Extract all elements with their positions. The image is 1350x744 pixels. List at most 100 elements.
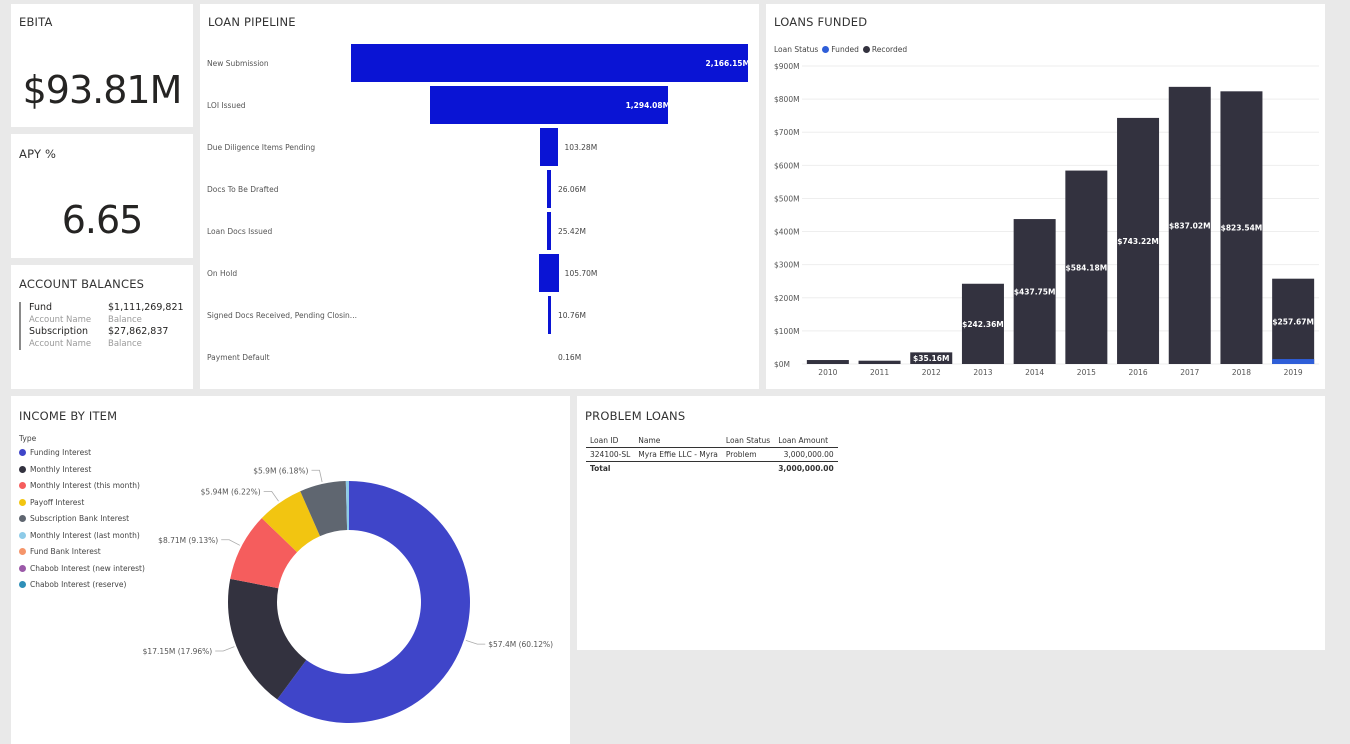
legend-funded[interactable]: Funded	[831, 45, 859, 54]
slice-data-label: $5.9M (6.18%)	[253, 466, 308, 475]
leader-line	[311, 469, 323, 483]
donut-slice[interactable]	[345, 481, 349, 531]
bar-recorded[interactable]	[1065, 170, 1108, 364]
legend-dot-icon	[19, 498, 26, 506]
donut-slice[interactable]	[230, 518, 298, 589]
loan-pipeline-card: LOAN PIPELINE New Submission 2,166.15M LOI…	[200, 4, 759, 389]
x-tick-label: 2018	[1232, 368, 1251, 377]
y-tick-label: $900M	[774, 62, 800, 71]
legend-item[interactable]: Chabob Interest (reserve)	[19, 580, 126, 589]
funnel-bar[interactable]	[546, 170, 552, 208]
bar-data-label: $743.22M	[1117, 237, 1159, 246]
funnel-bar[interactable]	[430, 86, 668, 124]
bar-recorded[interactable]	[1272, 278, 1315, 364]
x-tick-label: 2017	[1180, 368, 1199, 377]
x-tick-label: 2012	[922, 368, 941, 377]
x-tick-label: 2015	[1077, 368, 1096, 377]
legend-dot-icon	[19, 548, 26, 555]
loan-name-cell: Myra Effie LLC - Myra	[634, 447, 722, 462]
funnel-stage-label: Signed Docs Received, Pending Closin...	[207, 311, 357, 320]
legend-dot-icon	[19, 515, 26, 522]
balances-table: Fund $1,111,269,821 Account Name Balance…	[19, 302, 184, 350]
apy-card: APY % 6.65	[11, 134, 193, 258]
legend-item[interactable]: Funding Interest	[19, 448, 91, 457]
loans-funded-title: LOANS FUNDED	[774, 15, 868, 29]
bar-funded[interactable]	[1272, 359, 1315, 364]
legend-item[interactable]: Monthly Interest (this month)	[19, 481, 140, 490]
donut-slice[interactable]	[261, 491, 321, 553]
leader-line	[215, 646, 235, 652]
loan-id-cell: 324100-SL	[586, 447, 635, 462]
table-row[interactable]: 324100-SL Myra Effie LLC - Myra Problem …	[586, 447, 838, 462]
y-tick-label: $300M	[774, 261, 800, 270]
bar-data-label: $242.36M	[962, 320, 1004, 329]
legend-label: Payoff Interest	[30, 497, 85, 507]
y-tick-label: $800M	[774, 95, 800, 104]
y-tick-label: $500M	[774, 194, 800, 203]
apy-value: 6.65	[61, 198, 144, 242]
account-name: Fund	[29, 302, 53, 313]
legend-dot-icon	[19, 449, 26, 456]
funnel-stage-label: Due Diligence Items Pending	[207, 143, 316, 152]
loan-status-cell: Problem	[721, 447, 775, 462]
funnel-stage-label: LOI Issued	[207, 101, 246, 110]
funnel-stage-label: Docs To Be Drafted	[207, 185, 279, 194]
bar-recorded[interactable]	[858, 360, 901, 364]
donut-slice[interactable]	[277, 481, 470, 723]
bar-data-label: $437.75M	[1014, 288, 1056, 297]
column-header[interactable]: Name	[634, 433, 722, 448]
legend-item[interactable]: Chabob Interest (new interest)	[19, 564, 145, 573]
legend-label: Funding Interest	[30, 448, 92, 457]
bar-data-label: $823.54M	[1221, 224, 1263, 233]
legend-item[interactable]: Subscription Bank Interest	[19, 514, 129, 523]
income-by-item-card: INCOME BY ITEM Type Funding Interest Mont…	[11, 396, 570, 744]
bar-recorded[interactable]	[1013, 219, 1056, 364]
bar-data-label: $837.02M	[1169, 221, 1211, 230]
funnel-bar[interactable]	[539, 254, 559, 292]
bar-recorded[interactable]	[1168, 86, 1211, 364]
funnel-bar[interactable]	[546, 212, 552, 250]
total-label: Total	[590, 464, 611, 473]
funnel-stage-label: Loan Docs Issued	[207, 227, 273, 236]
donut-slice[interactable]	[300, 481, 348, 537]
funded-dot-icon	[822, 46, 830, 53]
recorded-dot-icon	[862, 46, 870, 53]
funnel-value-label: 26.06M	[558, 185, 586, 194]
legend-item[interactable]: Payoff Interest	[19, 498, 84, 507]
bar-recorded[interactable]	[1220, 91, 1263, 364]
bar-recorded[interactable]	[961, 283, 1004, 364]
income-title: INCOME BY ITEM	[19, 409, 118, 423]
slice-data-label: $8.71M (9.13%)	[158, 536, 218, 545]
income-donut-chart[interactable]: $57.4M (60.12%) $17.15M (17.96%) $8.71M (9…	[11, 396, 570, 744]
bar-data-label: $584.18M	[1066, 263, 1108, 272]
bar-recorded[interactable]	[806, 360, 849, 364]
slice-data-label: $17.15M (17.96%)	[143, 647, 213, 656]
bar-data-label: $35.16M	[913, 354, 949, 363]
funnel-bar[interactable]	[547, 296, 551, 334]
loans-funded-bar-chart[interactable]: $0M $100M $200M $300M $400M $500M $600M $700M $8…	[766, 4, 1325, 389]
y-tick-label: $700M	[774, 128, 800, 137]
bar-recorded[interactable]	[910, 352, 953, 364]
bar-data-label: $257.67M	[1272, 317, 1314, 326]
column-header[interactable]: Loan Status	[721, 433, 775, 448]
funnel-value-label: 103.28M	[564, 143, 598, 152]
bar-recorded[interactable]	[1117, 117, 1160, 365]
legend-item[interactable]: Fund Bank Interest	[19, 547, 101, 556]
funnel-value-label: 10.76M	[558, 311, 586, 320]
legend-dot-icon	[19, 465, 26, 473]
column-header[interactable]: Loan Amount	[774, 433, 838, 448]
y-tick-label: $200M	[774, 294, 800, 303]
balance-sublabel: Balance	[108, 315, 142, 325]
legend-recorded[interactable]: Recorded	[871, 45, 908, 54]
slice-data-label: $57.4M (60.12%)	[488, 640, 553, 649]
ebita-card: EBITA $93.81M	[11, 4, 193, 127]
x-tick-label: 2016	[1129, 368, 1148, 377]
total-value: 3,000,000.00	[778, 464, 834, 473]
funnel-bar[interactable]	[539, 128, 559, 166]
column-header[interactable]: Loan ID	[586, 433, 635, 448]
legend-item[interactable]: Monthly Interest	[19, 465, 91, 474]
legend-item[interactable]: Monthly Interest (last month)	[19, 531, 140, 540]
account-balances-title: ACCOUNT BALANCES	[19, 277, 145, 291]
funnel-bar[interactable]	[350, 44, 748, 82]
donut-slice[interactable]	[228, 578, 307, 700]
